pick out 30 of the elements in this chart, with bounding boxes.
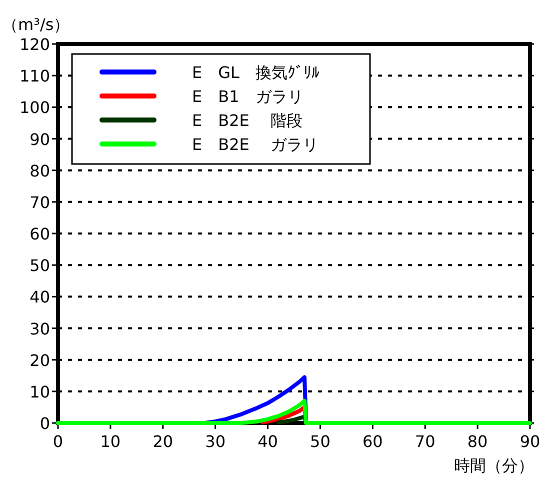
x-tick-label: 0 bbox=[52, 432, 64, 451]
legend-label: E GL 換気ｸﾞﾘﾙ bbox=[192, 63, 320, 82]
legend-label: E B2E 階段 bbox=[192, 111, 302, 130]
legend-label: E B1 ガラリ bbox=[192, 87, 304, 106]
y-tick-label: 20 bbox=[30, 350, 50, 370]
x-tick-label: 90 bbox=[520, 432, 540, 451]
y-tick-label: 30 bbox=[30, 319, 50, 338]
x-tick-label: 60 bbox=[362, 432, 383, 451]
x-tick-label: 50 bbox=[310, 432, 330, 451]
y-tick-label: 100 bbox=[19, 98, 50, 118]
y-tick-label: 70 bbox=[30, 192, 50, 212]
y-tick-label: 60 bbox=[30, 224, 50, 244]
y-tick-label: 90 bbox=[30, 130, 50, 149]
x-tick-label: 10 bbox=[100, 432, 121, 451]
line-series bbox=[56, 398, 532, 425]
y-tick-label: 80 bbox=[30, 161, 50, 180]
y-tick-label: 50 bbox=[30, 256, 50, 276]
x-tick-label: 70 bbox=[414, 432, 436, 451]
x-tick-label: 30 bbox=[205, 432, 226, 451]
x-axis-title: 時間（分） bbox=[454, 456, 534, 475]
x-tick-label: 20 bbox=[152, 432, 174, 451]
y-tick-label: 10 bbox=[30, 382, 50, 402]
x-tick-label: 40 bbox=[258, 432, 278, 451]
y-axis-title: （m³/s） bbox=[2, 15, 70, 34]
y-tick-label: 110 bbox=[19, 66, 50, 86]
y-tick-label: 120 bbox=[19, 35, 50, 54]
y-tick-label: 40 bbox=[30, 288, 50, 307]
legend-label: E B2E ガラリ bbox=[192, 135, 318, 154]
x-tick-label: 80 bbox=[467, 432, 488, 451]
y-tick-label: 0 bbox=[40, 414, 50, 433]
